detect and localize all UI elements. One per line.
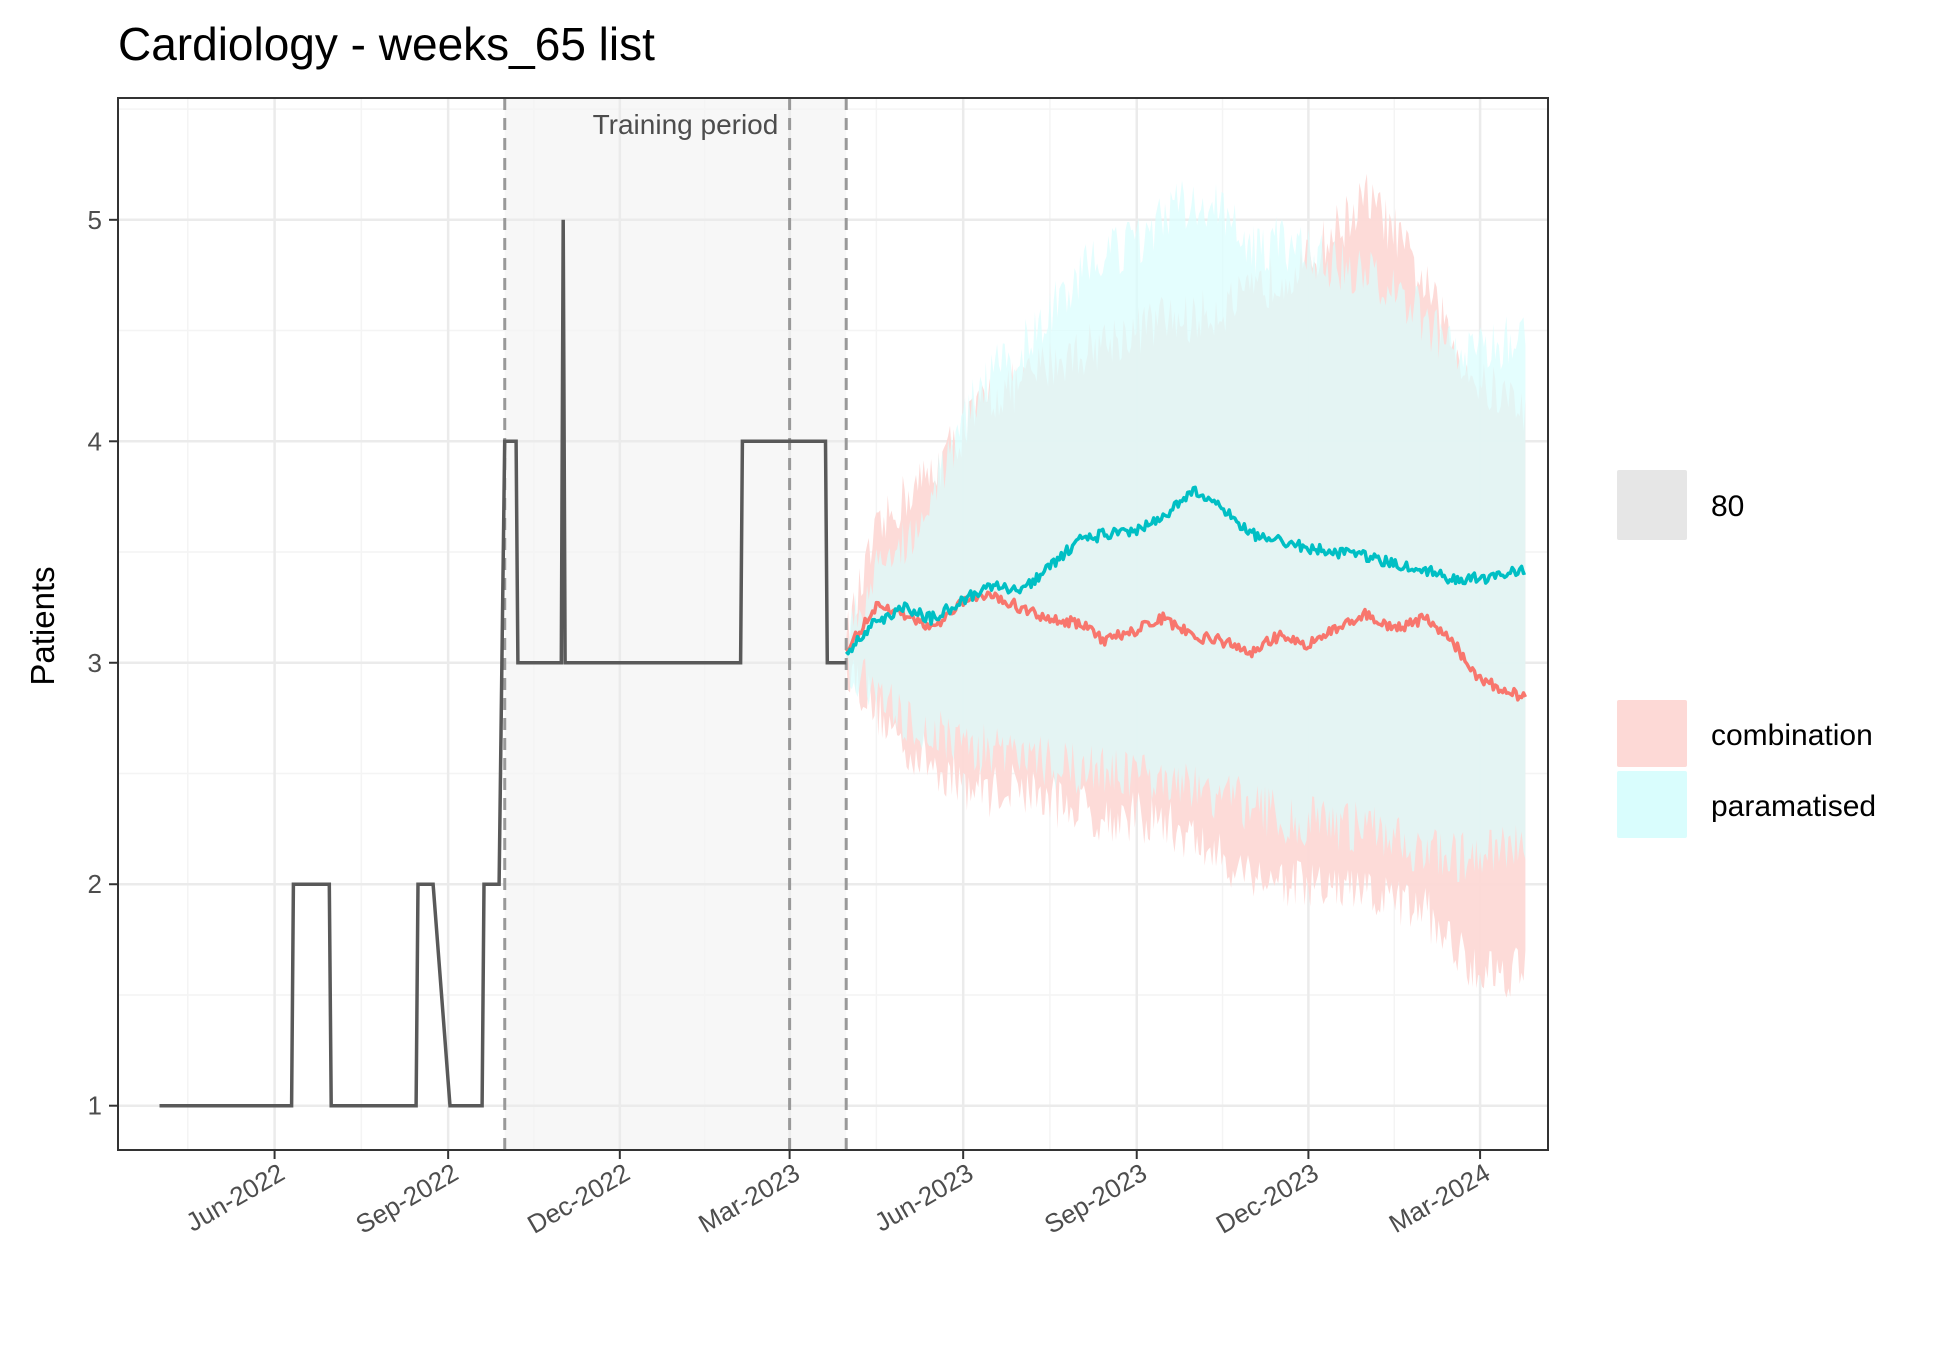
training-period-label: Training period [593, 109, 779, 140]
y-tick-label: 5 [88, 205, 102, 235]
line-paramatised [844, 485, 1527, 656]
legend-key-paramatised [1617, 771, 1687, 838]
legend-key-interval-80 [1617, 470, 1687, 540]
band-paramatised [846, 180, 1526, 883]
legend-label-interval-80: 80 [1711, 490, 1744, 523]
legend-label-paramatised: paramatised [1711, 790, 1876, 823]
training-period-shade [504, 98, 847, 1150]
chart-title: Cardiology - weeks_65 list [118, 18, 655, 70]
y-tick-label: 3 [88, 648, 102, 678]
line-history [159, 219, 847, 1108]
y-tick-label: 4 [88, 426, 102, 456]
legend-interval: 80 [1617, 470, 1744, 540]
y-tick-label: 1 [88, 1091, 102, 1121]
y-axis-title: Patients [24, 566, 61, 685]
legend-label-combination: combination [1711, 719, 1873, 752]
legend-series: combination paramatised [1617, 700, 1876, 838]
plot-panel: Training period [117, 97, 1549, 1151]
legend-key-combination [1617, 700, 1687, 767]
y-axis: 1 2 3 4 5 [88, 205, 118, 1121]
panel-border [117, 97, 1549, 1151]
legend: 80 combination paramatised [1617, 470, 1876, 838]
y-tick-label: 2 [88, 869, 102, 899]
